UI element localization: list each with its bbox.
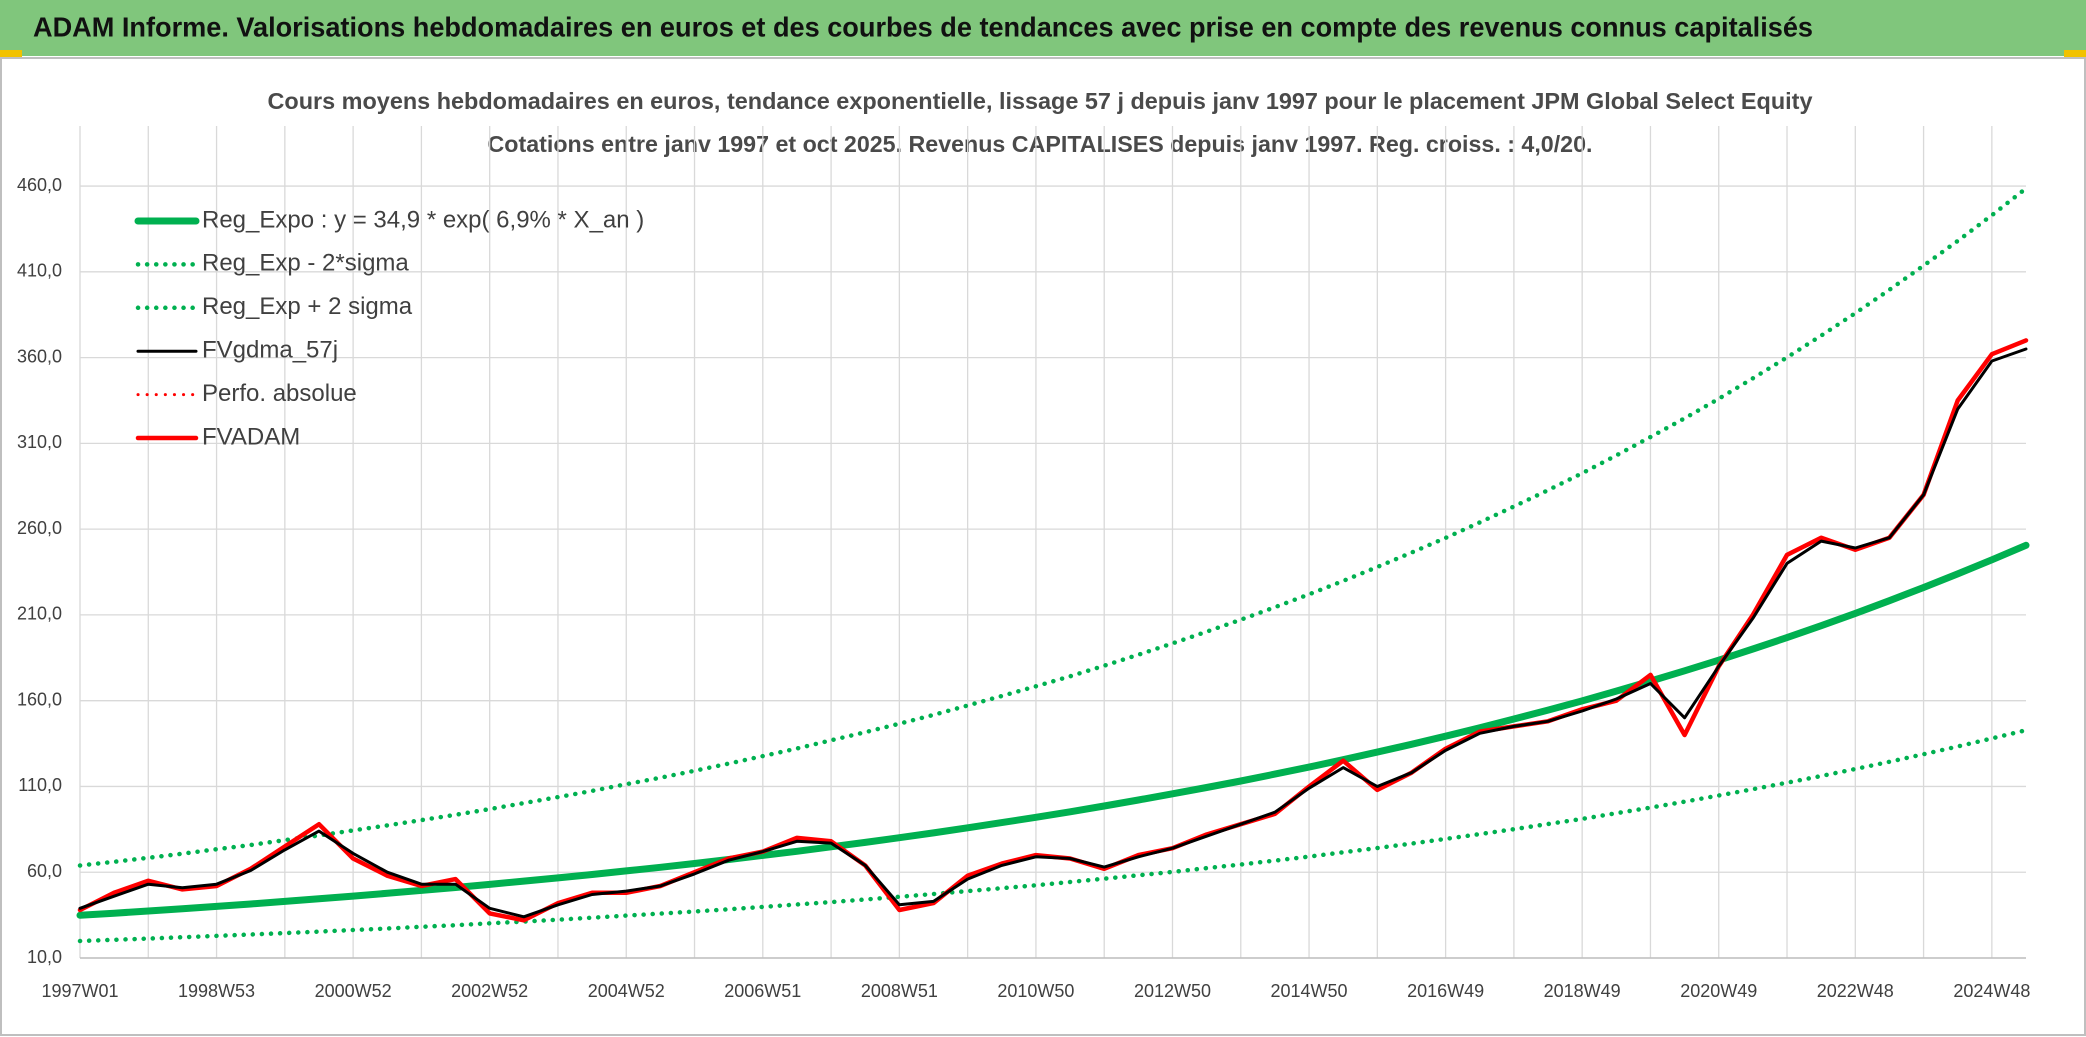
x-tick-label: 2002W52 [451,981,528,1001]
x-tick-label: 2006W51 [724,981,801,1001]
x-tick-label: 2014W50 [1271,981,1348,1001]
y-tick-label: 360,0 [17,346,62,366]
y-tick-label: 460,0 [17,175,62,195]
legend-label: Reg_Exp + 2 sigma [202,293,413,320]
legend-label: FVADAM [202,423,300,450]
corner-mark [2064,50,2086,58]
corner-mark [0,50,22,58]
y-tick-label: 260,0 [17,518,62,538]
legend: Reg_Expo : y = 34,9 * exp( 6,9% * X_an )… [134,206,644,450]
x-tick-label: 2020W49 [1680,981,1757,1001]
series-line [76,541,2030,919]
x-tick-label: 1997W01 [41,981,118,1001]
legend-label: Perfo. absolue [202,380,357,407]
y-tick-label: 10,0 [27,947,62,967]
series-line [77,727,2029,944]
y-tick-label: 210,0 [17,604,62,624]
x-tick-label: 2016W49 [1407,981,1484,1001]
axes: 10,0 60,0 110,0 160,0 210,0 260,0 310,0 360,0 41… [17,175,2030,1001]
series-line [78,347,2028,919]
x-tick-label: 2000W52 [315,981,392,1001]
chart-frame [0,57,2086,1036]
x-tick-label: 2004W52 [588,981,665,1001]
x-tick-label: 2012W50 [1134,981,1211,1001]
x-tick-label: 2008W51 [861,981,938,1001]
y-tick-label: 310,0 [17,432,62,452]
legend-label: Reg_Expo : y = 34,9 * exp( 6,9% * X_an ) [202,206,644,233]
y-tick-label: 160,0 [17,689,62,709]
x-tick-label: 2024W48 [1953,981,2030,1001]
y-tick-label: 60,0 [27,861,62,881]
plot-lines [76,186,2030,944]
chart-title: Cours moyens hebdomadaires en euros, ten… [268,88,1813,114]
legend-label: Reg_Exp - 2*sigma [202,250,409,277]
x-tick-label: 1998W53 [178,981,255,1001]
y-tick-label: 110,0 [18,775,62,795]
series-line [77,186,2029,868]
header-title: ADAM Informe. Valorisations hebdomadaire… [33,11,1813,42]
x-tick-label: 2022W48 [1817,981,1894,1001]
legend-label: FVgdma_57j [202,337,338,364]
header-bar [0,0,2086,56]
chart-subtitle: Cotations entre janv 1997 et oct 2025. R… [488,131,1593,157]
x-tick-label: 2018W49 [1544,981,1621,1001]
y-tick-label: 410,0 [17,261,62,281]
x-tick-label: 2010W50 [997,981,1074,1001]
